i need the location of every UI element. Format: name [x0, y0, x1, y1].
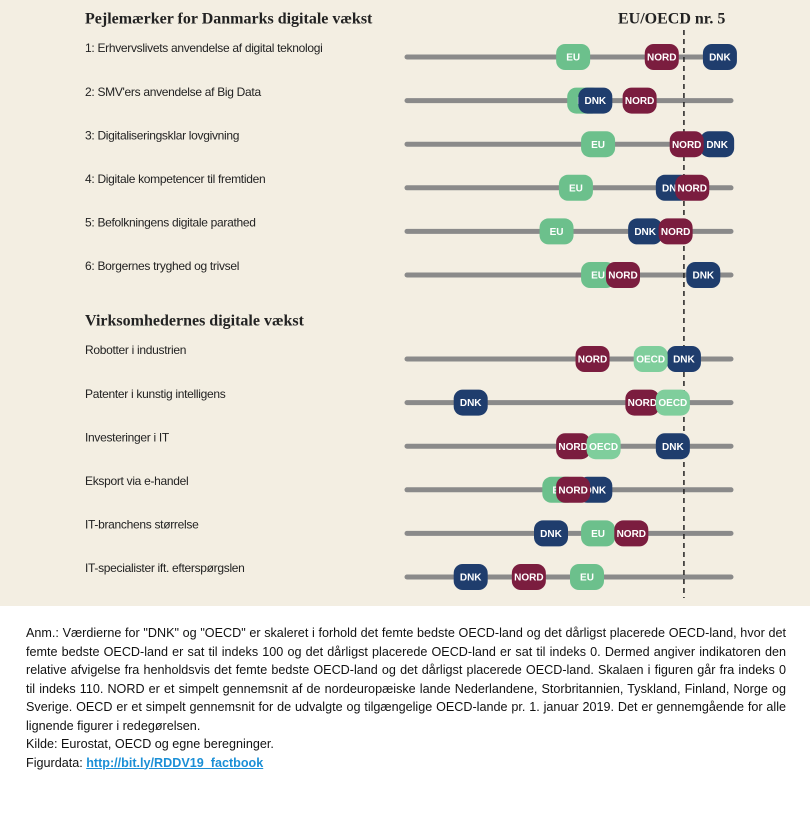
badge-label: NORD [661, 227, 690, 238]
badge [669, 131, 704, 158]
badge-label: NORD [558, 485, 587, 496]
badge [534, 520, 568, 547]
badge-label: DNK [584, 485, 606, 496]
badge [575, 346, 610, 372]
badge [675, 174, 710, 201]
badge [511, 564, 546, 590]
badge-label: DNK [634, 227, 656, 238]
row-label: 5: Befolkningens digitale parathed [85, 216, 256, 230]
badge-label: EU [580, 573, 594, 584]
badge-label: EU [591, 529, 605, 540]
badge [614, 520, 649, 547]
badge-label: DNK [673, 355, 695, 366]
badge [570, 564, 604, 590]
badge-label: DNK [540, 529, 562, 540]
figdata-label: Figurdata: [26, 755, 83, 770]
badge-label: DNK [709, 53, 731, 64]
badge-label: NORD [678, 183, 707, 194]
chart: EU/OECD nr. 5 Pejlemærker for Danmarks d… [0, 0, 810, 606]
badge-label: NORD [647, 53, 676, 64]
badge [556, 476, 591, 503]
badge [625, 389, 660, 416]
badge [606, 262, 640, 288]
badge [556, 433, 591, 460]
badge-label: EU [591, 271, 605, 282]
badge [558, 174, 593, 201]
section-title: Pejlemærker for Danmarks digitale vækst [85, 11, 373, 28]
row-label: 1: Erhvervslivets anvendelse af digital … [85, 41, 322, 55]
badge-label: NORD [514, 573, 543, 584]
row-label: 6: Borgernes tryghed og trivsel [85, 259, 239, 273]
row-label: Robotter i industrien [85, 343, 186, 357]
figdata: Figurdata: http://bit.ly/RDDV19_factbook [26, 754, 786, 773]
badge [581, 131, 616, 158]
badge [644, 44, 679, 70]
badge [581, 520, 616, 547]
source: Kilde: Eurostat, OECD og egne beregninge… [26, 737, 274, 751]
badge-label: OECD [658, 398, 687, 409]
note-text: Anm.: Værdierne for "DNK" og "OECD" er s… [26, 626, 786, 733]
badge-label: OECD [589, 442, 618, 453]
notes: Anm.: Værdierne for "DNK" og "OECD" er s… [26, 624, 786, 772]
badge-label: NORD [578, 355, 607, 366]
badge-label: NORD [558, 442, 587, 453]
badge [586, 433, 621, 460]
row-label: IT-branchens størrelse [85, 518, 199, 532]
badge-label: EU [550, 227, 564, 238]
reference-label: EU/OECD nr. 5 [618, 11, 725, 28]
badge-label: NORD [672, 140, 701, 151]
row-label: Eksport via e-handel [85, 474, 188, 488]
badge-label: EU [569, 183, 583, 194]
badge [578, 87, 613, 114]
badge-label: EU [591, 140, 605, 151]
badge-label: DNK [662, 183, 684, 194]
badge-label: DNK [706, 140, 728, 151]
badge-label: NORD [628, 398, 657, 409]
badge [622, 87, 657, 114]
badge-label: DNK [460, 573, 482, 584]
figdata-link[interactable]: http://bit.ly/RDDV19_factbook [86, 755, 264, 770]
badge-label: DNK [662, 442, 684, 453]
badge-label: OECD [636, 355, 665, 366]
row-label: Patenter i kunstig intelligens [85, 387, 226, 401]
badge-label: EU [566, 53, 580, 64]
badge-label: NORD [608, 271, 637, 282]
badge [453, 564, 488, 590]
badge-label: NORD [617, 529, 646, 540]
badge [655, 433, 690, 460]
row-label: IT-specialister ift. efterspørgslen [85, 561, 245, 575]
badge [655, 389, 690, 416]
badge [686, 262, 721, 288]
badge-label: NORD [625, 96, 654, 107]
badge-label: DNK [692, 271, 714, 282]
row-label: 4: Digitale kompetencer til fremtiden [85, 172, 265, 186]
badge [700, 131, 735, 158]
row-label: 2: SMV'ers anvendelse af Big Data [85, 85, 261, 99]
row-label: 3: Digitaliseringsklar lovgivning [85, 128, 239, 142]
badge-label: DNK [584, 96, 606, 107]
badge [702, 44, 737, 70]
badge [539, 218, 574, 245]
badge [658, 218, 693, 245]
badge [666, 346, 701, 372]
badge-label: DNK [460, 398, 482, 409]
badge [633, 346, 668, 372]
row-label: Investeringer i IT [85, 430, 170, 444]
section-title: Virksomhedernes digitale vækst [85, 313, 305, 330]
badge [453, 389, 488, 416]
badge [628, 218, 663, 245]
badge [556, 44, 591, 70]
